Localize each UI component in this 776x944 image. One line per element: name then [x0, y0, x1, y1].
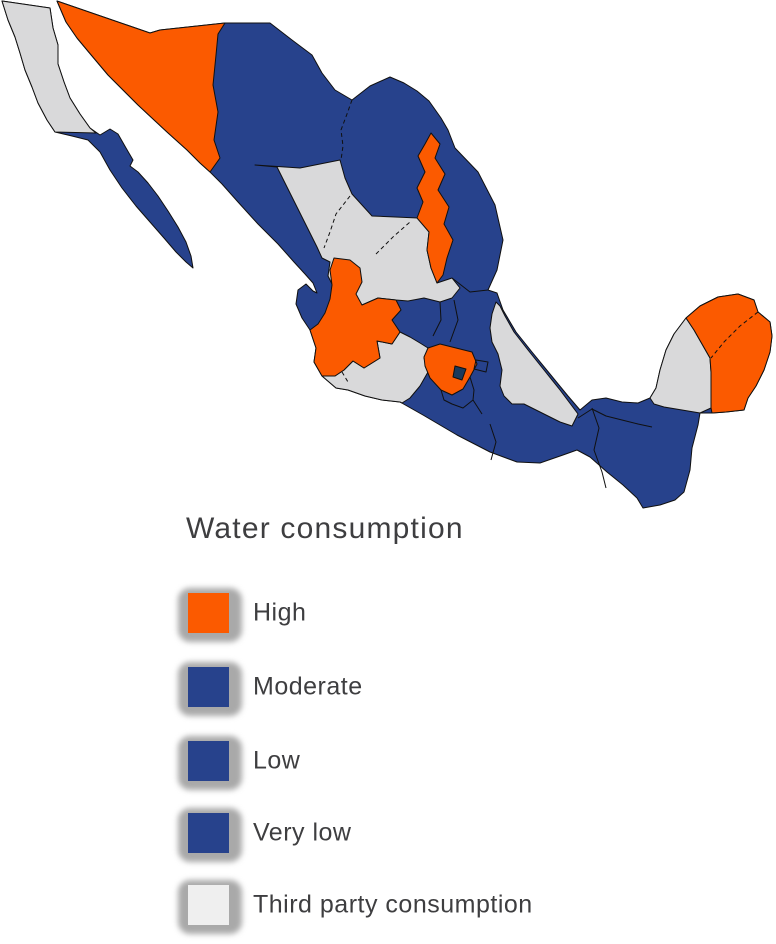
legend-label-third-party: Third party consumption	[253, 890, 533, 919]
region-jalisco-aguascalientes[interactable]	[309, 257, 402, 377]
legend-swatch-moderate	[178, 659, 244, 721]
moderate-color-square	[188, 667, 229, 707]
legend-swatch-high	[178, 585, 244, 647]
legend-item-moderate: Moderate	[178, 659, 738, 725]
state-borders-solid	[432, 277, 653, 489]
state-sonora[interactable]	[56, 0, 226, 173]
legend-swatch-low	[178, 733, 244, 795]
legend-item-third-party: Third party consumption	[178, 877, 738, 943]
map-title: Water consumption	[186, 512, 464, 545]
legend-item-low: Low	[178, 733, 738, 799]
legend-item-very-low: Very low	[178, 805, 738, 871]
state-borders-dashed	[323, 99, 759, 383]
state-baja-california[interactable]	[1, 0, 97, 134]
state-nuevo-leon[interactable]	[416, 132, 454, 284]
region-durango-zacatecas-san-luis-potosi[interactable]	[254, 159, 461, 306]
legend-swatch-third-party	[178, 877, 244, 939]
legend-label-low: Low	[253, 746, 301, 775]
state-estado-de-mexico[interactable]	[423, 343, 478, 396]
legend-item-high: High	[178, 585, 738, 651]
low-color-square	[188, 741, 229, 781]
state-ciudad-de-mexico[interactable]	[452, 365, 467, 381]
mexico-choropleth-map	[1, 0, 773, 509]
very-low-color-square	[188, 813, 229, 853]
legend-swatch-very-low	[178, 805, 244, 867]
high-color-square	[188, 593, 229, 633]
legend-label-moderate: Moderate	[253, 672, 363, 701]
legend-label-very-low: Very low	[253, 818, 352, 847]
state-veracruz[interactable]	[489, 301, 579, 427]
region-yucatan-quintana-roo[interactable]	[685, 293, 773, 414]
legend-label-high: High	[253, 598, 307, 627]
third-party-color-square	[188, 885, 229, 925]
